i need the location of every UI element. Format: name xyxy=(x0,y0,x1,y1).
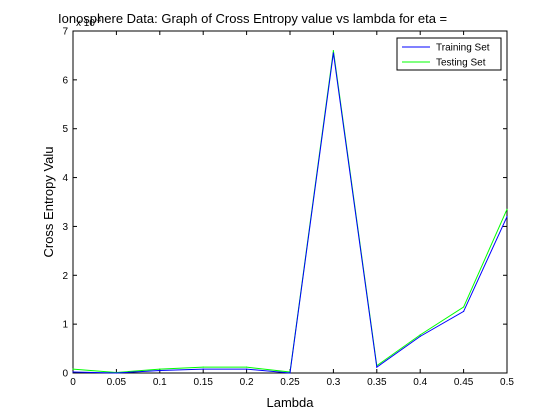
data-point xyxy=(506,216,508,218)
y-tick-label: 2 xyxy=(62,271,68,282)
y-tick-label: 1 xyxy=(62,320,68,331)
y-tick-label: 7 xyxy=(62,27,68,38)
x-tick-label: 0.15 xyxy=(193,377,213,388)
y-axis: 0 1 2 3 4 5 6 7 xyxy=(62,27,507,380)
data-point xyxy=(463,306,465,308)
x-tick-label: 0.3 xyxy=(326,377,340,388)
data-point xyxy=(419,335,421,337)
x-axis: 0 0.05 0.1 0.15 0.2 0.25 0.3 0.35 0.4 0.45 0.5 xyxy=(70,31,514,388)
y-exponent-label: x 10-4 xyxy=(76,17,101,29)
x-tick-label: 0.45 xyxy=(454,377,474,388)
x-tick-label: 0.05 xyxy=(107,377,127,388)
data-point xyxy=(506,208,508,210)
x-tick-label: 0.5 xyxy=(500,377,514,388)
y-axis-label: Cross Entropy Valu xyxy=(41,146,56,257)
data-point xyxy=(159,368,161,370)
y-tick-label: 3 xyxy=(62,222,68,233)
data-point xyxy=(289,372,291,374)
series-group xyxy=(72,49,508,374)
plot-area xyxy=(72,30,508,374)
chart-title: Ionosphere Data: Graph of Cross Entropy … xyxy=(58,11,447,26)
y-tick-label: 0 xyxy=(62,369,68,380)
data-point xyxy=(72,368,74,370)
legend-entry: Training Set xyxy=(436,43,490,54)
data-point xyxy=(332,49,334,52)
data-point xyxy=(419,334,421,336)
x-tick-label: 0.2 xyxy=(240,377,254,388)
x-tick-label: 0.1 xyxy=(153,377,167,388)
data-point xyxy=(376,366,378,368)
data-point xyxy=(72,371,74,373)
data-point xyxy=(246,366,248,368)
y-tick-label: 6 xyxy=(62,75,68,86)
y-tick-label: 4 xyxy=(62,173,68,184)
x-tick-label: 0.35 xyxy=(367,377,387,388)
data-point xyxy=(115,372,117,374)
data-point xyxy=(159,369,161,372)
x-tick-label: 0.25 xyxy=(280,377,300,388)
legend: Training Set Testing Set xyxy=(396,37,502,71)
data-point xyxy=(246,368,248,370)
x-tick-label: 0 xyxy=(70,377,76,388)
legend-box xyxy=(396,37,502,71)
y-tick-label: 5 xyxy=(62,124,68,135)
data-point xyxy=(202,368,204,370)
data-point xyxy=(332,52,334,54)
data-point xyxy=(463,310,465,313)
x-axis-label: Lambda xyxy=(267,395,315,410)
data-point xyxy=(202,366,204,368)
x-tick-label: 0.4 xyxy=(413,377,427,388)
legend-entry: Testing Set xyxy=(436,58,486,69)
